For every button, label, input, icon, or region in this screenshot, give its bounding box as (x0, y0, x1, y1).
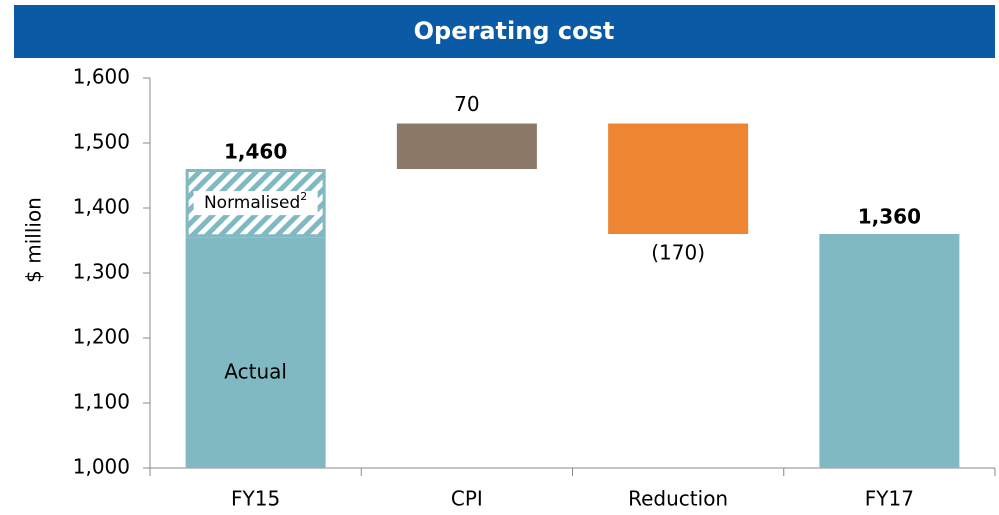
bar (819, 234, 960, 468)
segment-superscript: 2 (300, 190, 307, 203)
bar (396, 123, 537, 169)
y-tick-label: 1,200 (73, 325, 130, 349)
x-tick-label: FY15 (231, 487, 280, 511)
x-tick-label: FY17 (865, 487, 914, 511)
y-tick-label: 1,100 (73, 390, 130, 414)
x-tick-label: Reduction (628, 487, 728, 511)
y-tick-label: 1,500 (73, 130, 130, 154)
value-label: (170) (651, 241, 705, 265)
x-tick-label: CPI (451, 487, 483, 511)
y-tick-label: 1,600 (73, 65, 130, 89)
y-tick-label: 1,000 (73, 455, 130, 479)
y-axis-label: $ million (22, 197, 46, 283)
segment-label-bg (193, 191, 318, 216)
value-label: 1,360 (858, 205, 921, 229)
value-label: 70 (454, 92, 479, 116)
segment-label: Normalised2 (204, 190, 307, 213)
bar (608, 123, 749, 234)
title-bar (14, 5, 995, 58)
segment-name: Normalised (204, 193, 300, 213)
bar-segment (185, 237, 326, 468)
y-tick-label: 1,400 (73, 195, 130, 219)
value-label: 1,460 (224, 140, 287, 164)
segment-name: Actual (224, 359, 287, 383)
chart-title: Operating cost (414, 17, 615, 45)
y-tick-label: 1,300 (73, 260, 130, 284)
segment-label: Actual (224, 359, 287, 383)
